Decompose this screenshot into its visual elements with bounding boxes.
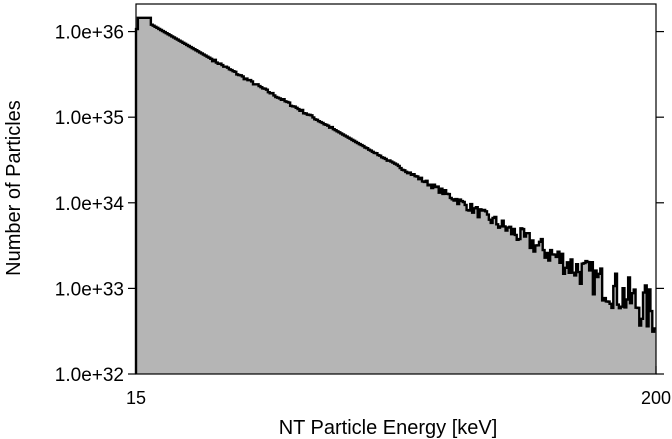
y-tick-label: 1.0e+33 bbox=[55, 279, 124, 300]
histogram-fill bbox=[136, 17, 656, 375]
plot-frame bbox=[135, 3, 657, 375]
x-axis-ticks: 15 200 bbox=[126, 366, 671, 408]
x-tick-label: 200 bbox=[641, 388, 671, 408]
y-tick-label: 1.0e+34 bbox=[55, 194, 125, 215]
y-tick-label: 1.0e+35 bbox=[55, 108, 124, 129]
y-axis-title: Number of Particles bbox=[3, 100, 25, 276]
histogram-outline bbox=[134, 16, 656, 374]
y-axis-ticks: 1.0e+32 1.0e+33 1.0e+34 1.0e+35 1.0e+36 bbox=[55, 23, 664, 386]
plot-area bbox=[134, 16, 656, 375]
y-tick-label: 1.0e+32 bbox=[55, 365, 124, 386]
x-tick-label: 15 bbox=[126, 388, 146, 408]
x-axis-title: NT Particle Energy [keV] bbox=[279, 417, 498, 439]
y-tick-label: 1.0e+36 bbox=[55, 23, 124, 44]
